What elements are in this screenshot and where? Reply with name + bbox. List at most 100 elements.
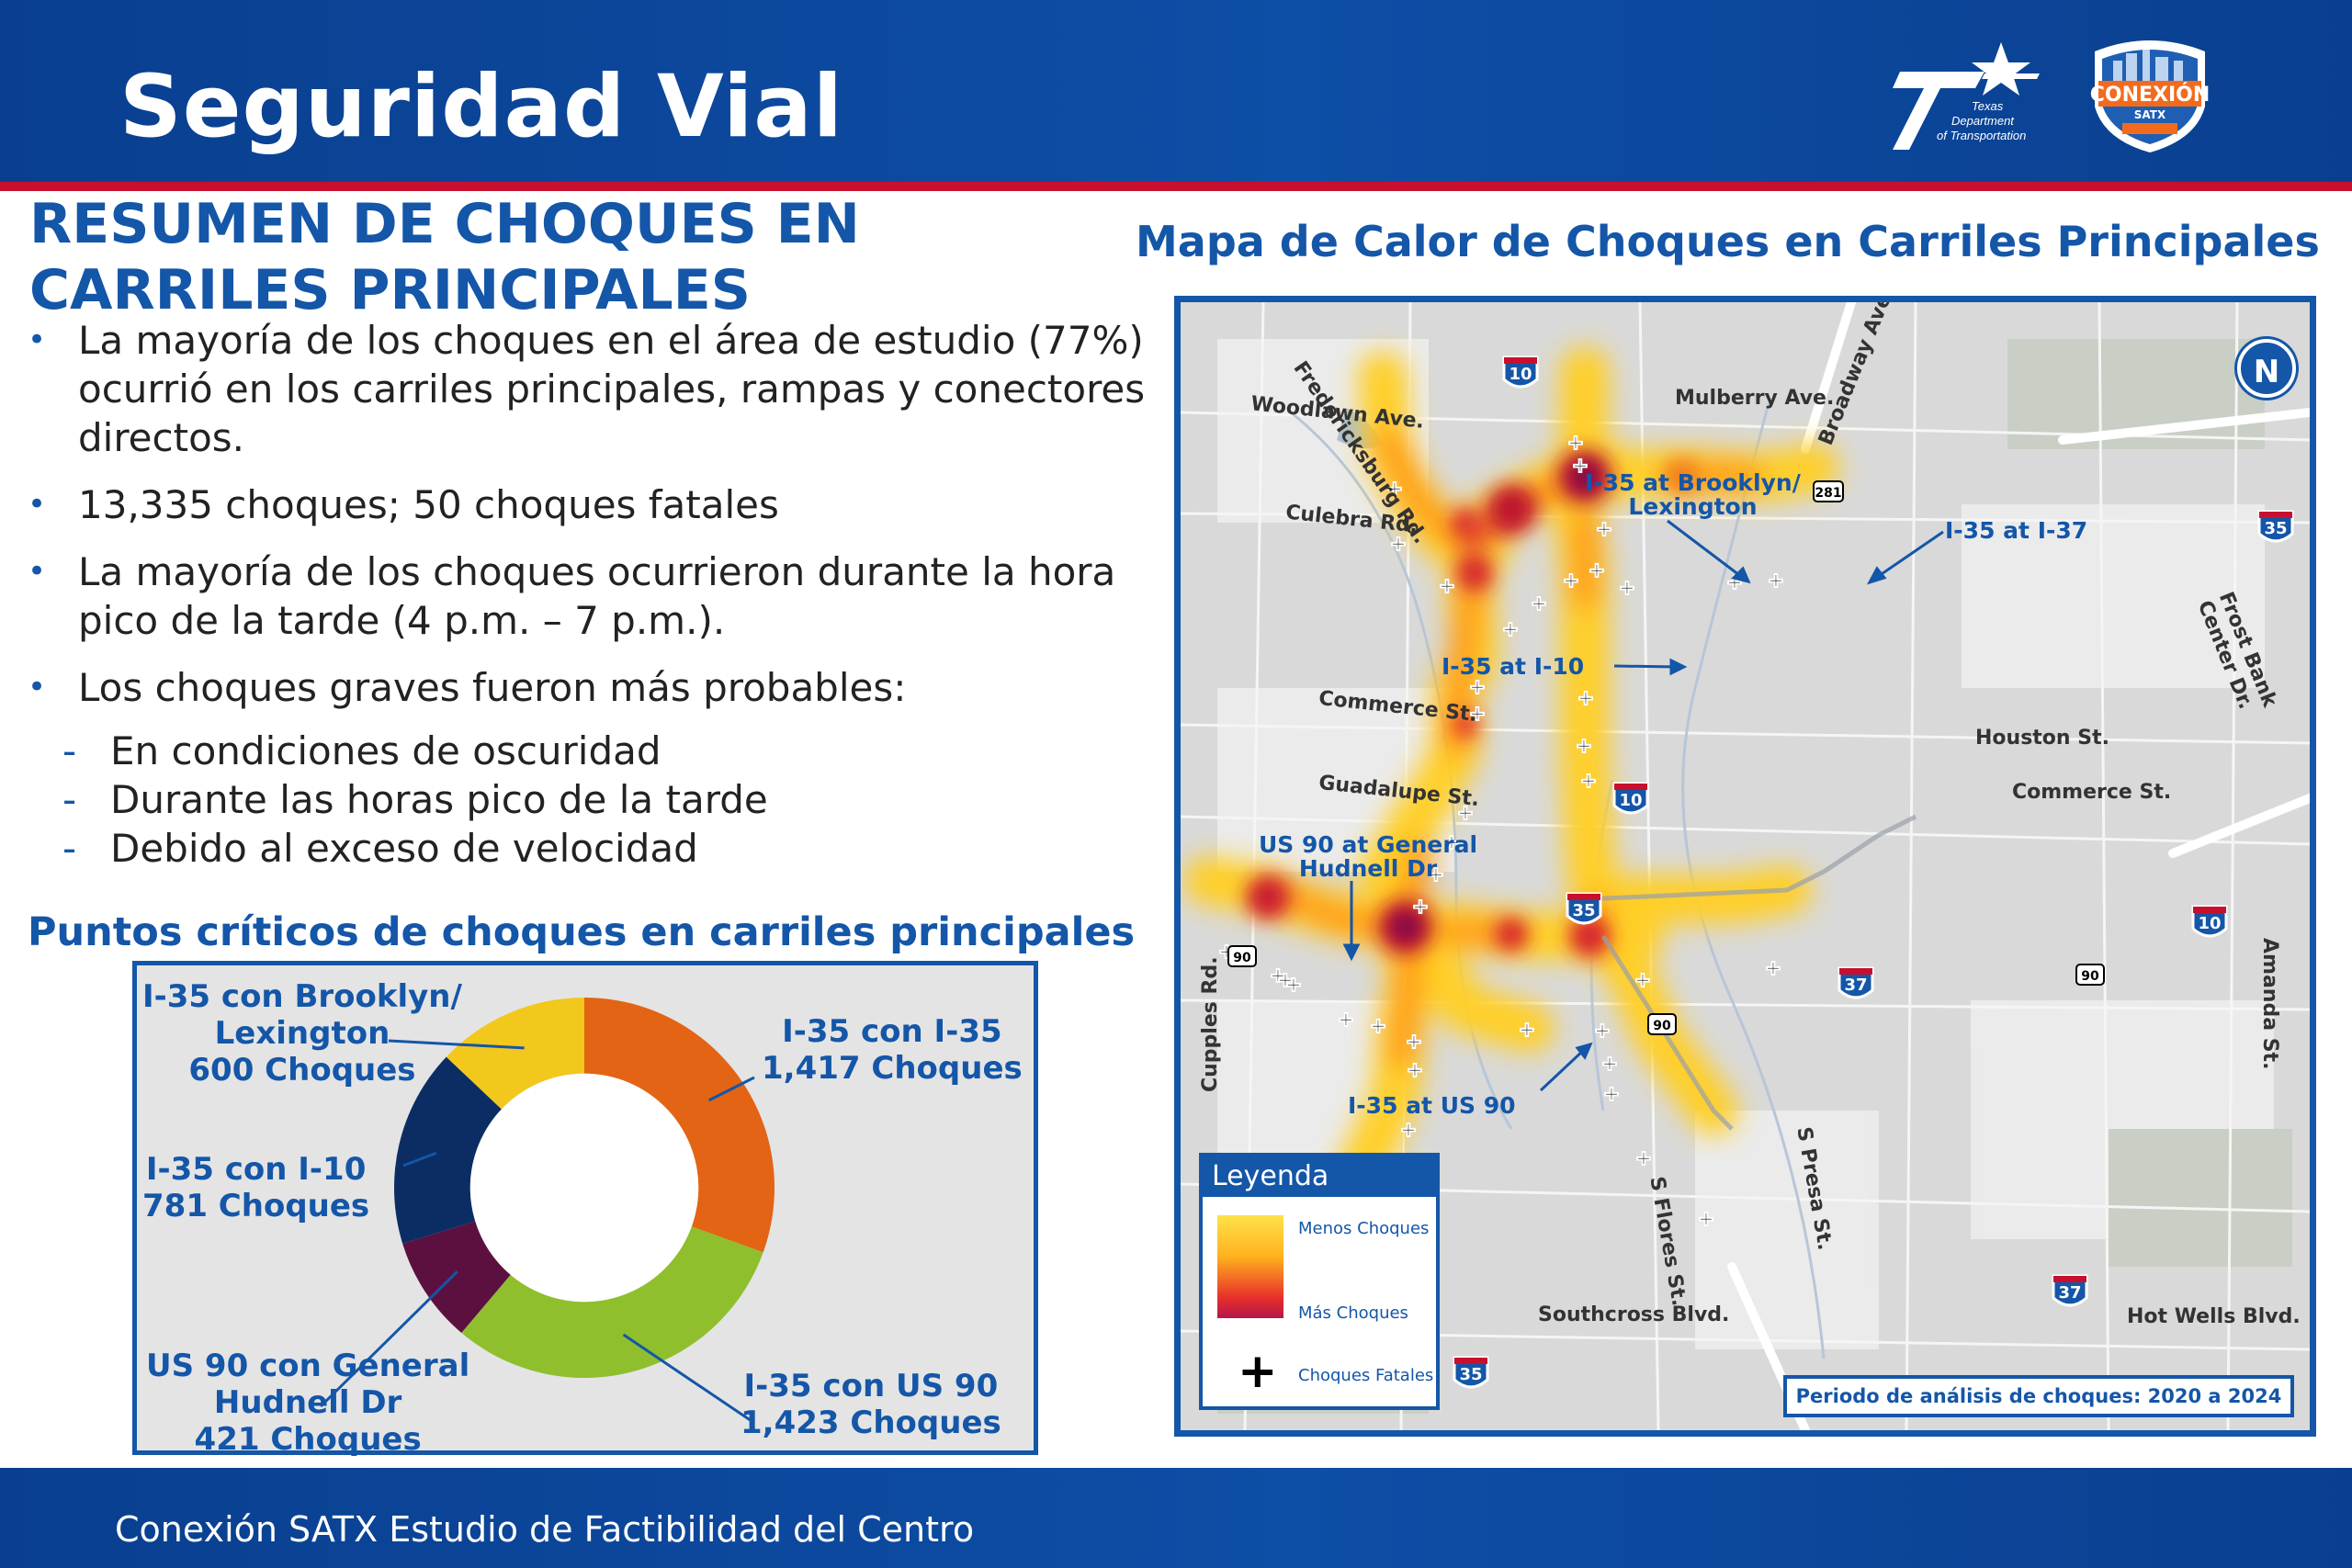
svg-text:+: + <box>1698 1208 1714 1231</box>
hotspots-title: Puntos críticos de choques en carriles p… <box>28 909 1136 955</box>
footer-text: Conexión SATX Estudio de Factibilidad de… <box>115 1509 975 1550</box>
svg-text:+: + <box>1406 1031 1422 1054</box>
svg-text:+: + <box>1407 1059 1423 1082</box>
svg-text:SATX: SATX <box>2134 108 2166 121</box>
svg-text:+: + <box>1370 1015 1386 1038</box>
donut-slice <box>584 998 775 1253</box>
svg-text:+: + <box>1577 687 1594 710</box>
hotspot-label: US 90 at General Hudnell Dr <box>1259 831 1478 882</box>
map-title: Mapa de Calor de Choques en Carriles Pri… <box>1136 217 2320 266</box>
svg-text:+: + <box>1726 571 1743 594</box>
svg-text:of Transportation: of Transportation <box>1937 129 2026 142</box>
donut-leader-line <box>402 1151 437 1168</box>
svg-text:+: + <box>1589 559 1605 582</box>
legend-fatal: Choques Fatales <box>1298 1366 1434 1385</box>
label-i35-i35: I-35 con I-35 1,417 Choques <box>762 1013 1023 1087</box>
bullet-item: La mayoría de los choques en el área de … <box>28 316 1167 462</box>
header-divider <box>0 182 2352 191</box>
map-legend: Leyenda Menos Choques Más Choques + Choq… <box>1199 1153 1440 1410</box>
bullet-item: Los choques graves fueron más probables: <box>28 663 1167 712</box>
donut-chart <box>319 998 775 1425</box>
hotspots-chart-panel: I-35 con I-35 1,417 Choques I-35 con US 9… <box>132 961 1038 1458</box>
conexion-satx-logo: CONEXIÓN SATX <box>2090 40 2211 152</box>
summary-title-line-1: RESUMEN DE CHOQUES EN <box>29 192 860 256</box>
svg-text:+: + <box>1386 478 1403 501</box>
donut-leader-line <box>707 1076 755 1102</box>
legend-title: Leyenda <box>1203 1156 1436 1197</box>
svg-text:+: + <box>1572 455 1589 478</box>
header-banner <box>0 0 2352 182</box>
svg-text:+: + <box>1277 969 1294 992</box>
footer-banner <box>0 1468 2352 1568</box>
svg-text:+: + <box>1576 735 1592 758</box>
legend-gradient <box>1217 1215 1283 1318</box>
sub-bullet-item: Durante las horas pico de la tarde <box>28 775 1167 824</box>
svg-text:+: + <box>1519 1019 1535 1042</box>
svg-text:+: + <box>1285 974 1302 997</box>
svg-text:Department: Department <box>1951 114 2015 128</box>
svg-text:+: + <box>1443 831 1460 854</box>
svg-text:+: + <box>1270 964 1286 987</box>
bullet-item: La mayoría de los choques ocurrieron dur… <box>28 547 1167 645</box>
summary-title: RESUMEN DE CHOQUES EN CARRILES PRINCIPAL… <box>29 191 1132 323</box>
sub-bullet-item: En condiciones de oscuridad <box>28 727 1167 775</box>
donut-slice <box>394 1056 502 1244</box>
donut-slice <box>461 1226 763 1378</box>
svg-text:+: + <box>1563 570 1579 592</box>
street-label: Cupples Rd. <box>1199 956 1222 1092</box>
label-i35-us90: I-35 con US 90 1,423 Choques <box>741 1368 1001 1441</box>
summary-title-line-2: CARRILES PRINCIPALES <box>29 258 751 322</box>
street-label: Southcross Blvd. <box>1538 1303 1730 1326</box>
legend-less: Menos Choques <box>1298 1219 1430 1238</box>
svg-text:+: + <box>1457 802 1474 825</box>
svg-text:+: + <box>1601 1053 1618 1076</box>
hotspot-label: I-35 at Brooklyn/Lexington <box>1585 469 1801 520</box>
analysis-period: Periodo de análisis de choques: 2020 a 2… <box>1783 1375 2294 1417</box>
txdot-logo: Texas Department of Transportation <box>1893 42 2040 150</box>
street-label: Mulberry Ave. <box>1675 387 1835 410</box>
svg-text:+: + <box>1400 1119 1417 1142</box>
svg-text:+: + <box>1439 575 1455 598</box>
heat-map[interactable]: + + + + + + + + + + + + + + + + + + + + + + + + + + + + + + … <box>1174 296 2316 1437</box>
street-label: Hot Wells Blvd. <box>2127 1305 2301 1328</box>
svg-text:+: + <box>1596 518 1612 541</box>
summary-bullet-list: La mayoría de los choques en el área de … <box>28 316 1167 873</box>
fatal-crash-icon: + <box>1238 1344 1278 1399</box>
svg-text:Texas: Texas <box>1972 99 2004 113</box>
sub-bullet-item: Debido al exceso de velocidad <box>28 824 1167 873</box>
hotspot-label: I-35 at I-10 <box>1442 653 1585 680</box>
svg-text:+: + <box>1594 1020 1611 1043</box>
svg-text:+: + <box>1619 577 1635 600</box>
donut-leader-line <box>622 1333 755 1425</box>
svg-text:+: + <box>1428 863 1444 886</box>
svg-text:+: + <box>1469 676 1486 699</box>
street-label: Amanda St. <box>2258 938 2281 1070</box>
svg-text:+: + <box>1502 618 1519 641</box>
donut-slice <box>446 998 584 1110</box>
svg-text:+: + <box>1531 592 1547 615</box>
svg-text:+: + <box>1603 1083 1620 1106</box>
donut-leader-line <box>319 1270 458 1408</box>
bullet-item: 13,335 choques; 50 choques fatales <box>28 480 1167 529</box>
donut-hole <box>469 1073 699 1303</box>
heat-map-graphic: +++ +++ +++ +++ +++ ++ + +++ + + + ++ + ++ + … <box>1181 302 2310 1430</box>
hotspot-label: I-35 at US 90 <box>1348 1092 1516 1119</box>
page-title: Seguridad Vial <box>119 57 843 157</box>
svg-text:+: + <box>1469 703 1486 726</box>
svg-text:+: + <box>1768 570 1784 592</box>
svg-text:+: + <box>1338 1009 1354 1032</box>
label-i35-i10: I-35 con I-10 781 Choques <box>142 1151 370 1224</box>
label-i35-brooklyn: I-35 con Brooklyn/Lexington 600 Choques <box>142 978 462 1089</box>
donut-leader-line <box>388 1039 525 1050</box>
svg-text:+: + <box>1634 969 1651 992</box>
svg-text:+: + <box>1412 896 1429 919</box>
street-label: Commerce St. <box>2012 781 2172 804</box>
legend-more: Más Choques <box>1298 1303 1408 1323</box>
donut-slice <box>402 1221 511 1333</box>
svg-text:+: + <box>1765 957 1781 980</box>
hotspot-label: I-35 at I-37 <box>1945 517 2088 544</box>
svg-text:CONEXIÓN: CONEXIÓN <box>2090 83 2211 107</box>
label-us90-hudnell: US 90 con General Hudnell Dr 421 Choques <box>146 1348 470 1458</box>
north-arrow-icon: N <box>2237 339 2296 398</box>
svg-text:+: + <box>1390 533 1407 556</box>
